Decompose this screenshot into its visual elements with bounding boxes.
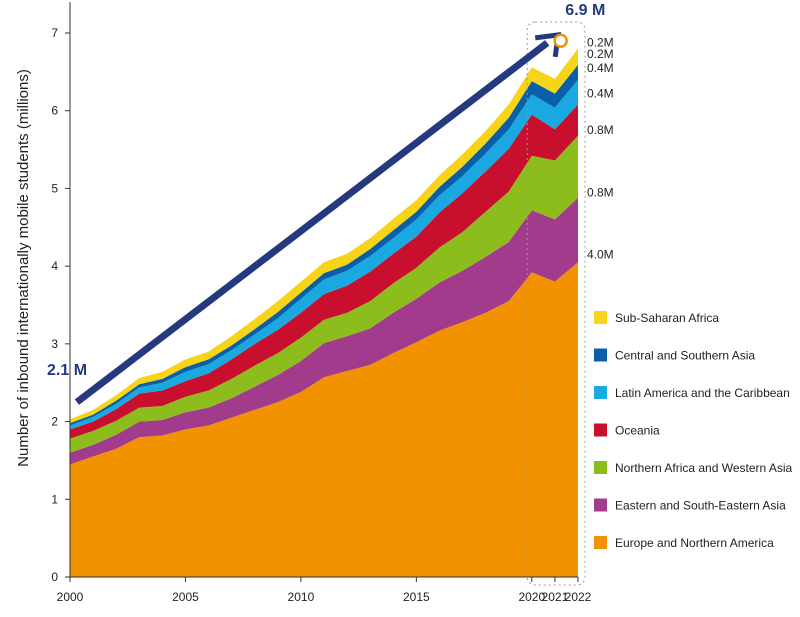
x-tick-label: 2000: [57, 590, 84, 604]
y-tick-label: 7: [51, 26, 58, 40]
end-total-marker: [553, 33, 568, 49]
legend-swatch: [594, 461, 607, 474]
legend-swatch: [594, 498, 607, 512]
area-series-3: [70, 104, 578, 439]
y-tick-label: 4: [51, 259, 58, 273]
segment-label: 0.4M: [587, 61, 614, 75]
segment-label: 0.8M: [587, 185, 614, 199]
x-tick-label: 2020: [518, 590, 545, 604]
legend-label: Latin America and the Caribbean: [615, 386, 790, 400]
legend: Sub-Saharan Africa Central and Southern A…: [594, 311, 793, 550]
legend-swatch: [594, 423, 607, 437]
legend-label: Europe and Northern America: [615, 536, 774, 550]
area-series-2: [70, 135, 578, 453]
y-tick-label: 6: [51, 104, 58, 118]
y-axis-label: Number of inbound internationally mobile…: [15, 69, 32, 467]
segment-label: 4.0M: [587, 247, 614, 261]
y-tick-label: 2: [51, 415, 58, 429]
legend-label: Central and Southern Asia: [615, 349, 755, 363]
y-tick-label: 3: [51, 337, 58, 351]
highlight-box: [526, 21, 586, 586]
segment-label: 0.2M: [587, 47, 614, 61]
legend-swatch: [594, 348, 607, 362]
area-series-6: [70, 48, 578, 424]
segment-labels-2022: 0.2M0.2M0.4M0.4M0.8M0.8M4.0M: [587, 35, 614, 261]
y-tick-label: 1: [51, 492, 58, 506]
x-tick-label: 2022: [565, 590, 592, 604]
recent-years-highlight: [526, 21, 586, 586]
legend-swatch: [594, 311, 607, 324]
x-tick-label: 2010: [288, 590, 315, 604]
start-total-label: 2.1 M: [47, 362, 87, 379]
legend-label: Northern Africa and Western Asia: [615, 461, 793, 475]
arrow-shaft: [74, 40, 550, 405]
legend-label: Oceania: [615, 424, 660, 438]
x-tick-label: 2015: [403, 590, 430, 604]
y-tick-label: 0: [51, 570, 58, 584]
segment-label: 0.2M: [587, 35, 614, 49]
growth-arrow: 2.1 M 6.9 M: [47, 2, 605, 405]
area-layers: [70, 48, 578, 577]
y-tick-label: 5: [51, 181, 58, 195]
x-tick-label: 2005: [172, 590, 199, 604]
legend-label: Sub-Saharan Africa: [615, 311, 719, 325]
legend-swatch: [594, 386, 607, 399]
area-series-0: [70, 262, 578, 577]
legend-swatch: [594, 536, 607, 549]
segment-label: 0.4M: [587, 87, 614, 101]
end-total-label: 6.9 M: [565, 2, 605, 19]
x-tick-label: 2021: [542, 590, 569, 604]
area-series-5: [70, 64, 578, 426]
segment-label: 0.8M: [587, 123, 614, 137]
legend-label: Eastern and South-Eastern Asia: [615, 499, 786, 513]
